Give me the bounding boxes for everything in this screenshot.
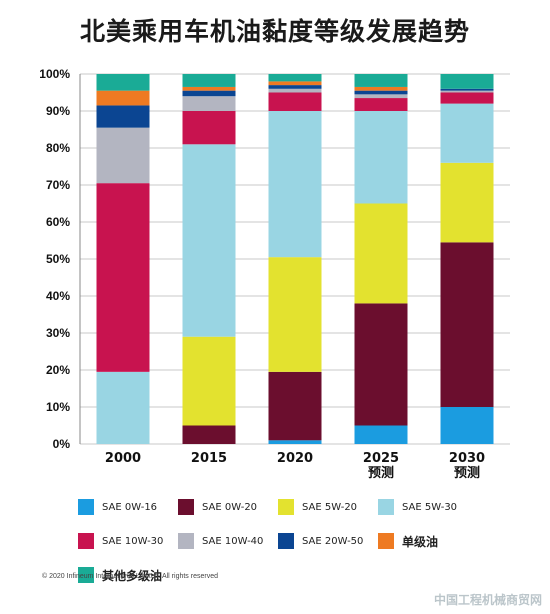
stacked-bar-chart: 0% 10% 20% 30% 40% 50% 60% 70% 80% 90% 100% 2000 201… <box>39 67 510 481</box>
y-tick-label: 90% <box>46 104 70 118</box>
bar-segment <box>354 98 408 111</box>
bar-segment <box>268 88 322 93</box>
bar-segment <box>268 92 322 111</box>
legend-swatch <box>178 499 194 515</box>
legend-item: SAE 5W-30 <box>378 498 457 516</box>
legend-swatch <box>278 533 294 549</box>
legend-label: 其他多级油 <box>102 568 163 583</box>
y-tick-label: 10% <box>46 400 70 414</box>
bar-segment <box>440 162 494 243</box>
bar-segment <box>440 242 494 407</box>
bar-segment <box>354 111 408 204</box>
bar-segment <box>96 127 150 184</box>
legend-item: SAE 10W-40 <box>178 532 263 550</box>
watermark: 中国工程机械商贸网 <box>433 593 542 607</box>
bar-segment <box>354 94 408 99</box>
legend-swatch <box>78 499 94 515</box>
x-tick-label: 2025 预测 <box>363 451 399 481</box>
bar-segment <box>182 111 236 145</box>
bar-segment <box>354 203 408 304</box>
bar-segment <box>268 74 322 82</box>
y-tick-label: 30% <box>46 326 70 340</box>
bar-segment <box>354 425 408 444</box>
bar-segment <box>182 90 236 97</box>
y-tick-label: 40% <box>46 289 70 303</box>
bar-segment <box>440 103 494 163</box>
bar-segment <box>440 74 494 89</box>
bar-segment <box>354 90 408 95</box>
legend-item: SAE 10W-30 <box>78 532 163 550</box>
bar-segment <box>182 336 236 426</box>
bar-segment <box>354 86 408 91</box>
bar-segment <box>268 257 322 372</box>
y-tick-label: 50% <box>46 252 70 266</box>
legend-label: SAE 10W-40 <box>202 535 264 547</box>
bar-segment <box>440 92 494 104</box>
legend-item: 其他多级油 <box>78 566 162 584</box>
x-tick-label: 2030 预测 <box>449 451 485 481</box>
legend-swatch <box>278 499 294 515</box>
legend-swatch <box>78 533 94 549</box>
legend-label: SAE 5W-20 <box>302 501 358 513</box>
y-tick-label: 80% <box>46 141 70 155</box>
bar-segment <box>96 183 150 372</box>
bar-segment <box>182 74 236 87</box>
legend-swatch <box>378 499 394 515</box>
legend-label: 单级油 <box>402 534 439 549</box>
bar-segment <box>440 90 494 93</box>
bar-segment <box>182 96 236 111</box>
bar-segment <box>96 105 150 128</box>
y-tick-label: 70% <box>46 178 70 192</box>
legend-label: SAE 5W-30 <box>402 501 458 513</box>
bar-segment <box>182 425 236 444</box>
x-tick-label: 2000 <box>105 451 141 466</box>
bar-segment <box>96 371 150 444</box>
legend-item: SAE 0W-20 <box>178 498 257 516</box>
chart-title: 北美乘用车机油黏度等级发展趋势 <box>79 17 470 46</box>
bar-segment <box>354 303 408 426</box>
legend-item: SAE 20W-50 <box>278 532 363 550</box>
y-tick-label: 20% <box>46 363 70 377</box>
bar-segment <box>268 81 322 86</box>
y-tick-label: 100% <box>39 67 70 81</box>
legend-label: SAE 0W-16 <box>102 501 158 513</box>
legend-swatch <box>78 567 94 583</box>
bar-segment <box>268 440 322 444</box>
bar-segment <box>96 90 150 106</box>
y-tick-label: 0% <box>53 437 71 451</box>
bar-segment <box>354 74 408 87</box>
x-tick-label: 2020 <box>277 451 313 466</box>
bar-segment <box>182 86 236 91</box>
legend-label: SAE 20W-50 <box>302 535 364 547</box>
legend-swatch <box>178 533 194 549</box>
y-tick-label: 60% <box>46 215 70 229</box>
bar-segment <box>440 407 494 444</box>
bar-segment <box>268 371 322 441</box>
bar-segment <box>268 111 322 258</box>
legend-label: SAE 0W-20 <box>202 501 258 513</box>
copyright-notice: © 2020 Infineum International Limited. A… <box>42 573 218 580</box>
legend-item: SAE 5W-20 <box>278 498 357 516</box>
legend-item: 单级油 <box>378 532 438 550</box>
x-tick-label: 2015 <box>191 451 227 466</box>
bar-segment <box>96 74 150 91</box>
bar-segment <box>440 88 494 91</box>
bar-segment <box>268 85 322 89</box>
legend-swatch <box>378 533 394 549</box>
bar-segment <box>182 144 236 337</box>
legend-label: SAE 10W-30 <box>102 535 164 547</box>
legend-item: SAE 0W-16 <box>78 498 157 516</box>
